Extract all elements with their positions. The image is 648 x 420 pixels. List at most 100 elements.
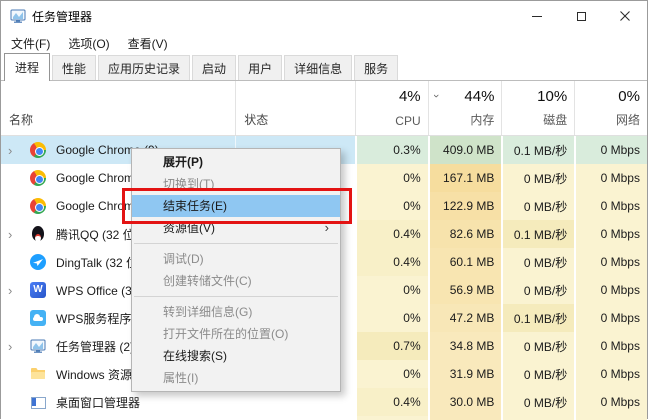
disk-cell: 0.1 MB/秒 [501,220,575,248]
network-cell: 0 Mbps [574,248,647,276]
title-bar: 任务管理器 [1,1,647,31]
menu-item-debug: 调试(D) [163,252,204,266]
task-manager-app-icon [10,9,26,23]
network-cell: 0 Mbps [574,332,647,360]
tab-details[interactable]: 详细信息 [284,55,353,80]
tab-users[interactable]: 用户 [238,55,283,80]
tab-services[interactable]: 服务 [354,55,399,80]
cpu-cell: 0.4% [354,388,428,416]
tab-startup[interactable]: 启动 [192,55,237,80]
close-icon [620,11,630,21]
disk-cell: 0 MB/秒 [501,248,575,276]
memory-cell: 56.9 MB [427,276,502,304]
disk-cell: 0 MB/秒 [501,332,575,360]
process-table: › Google Chrome (9) 0.3% 409.0 MB 0.1 MB… [1,136,647,420]
menu-item-search-online[interactable]: 在线搜索(S) [163,349,227,363]
chrome-icon [30,142,46,158]
task-manager-icon [30,339,46,353]
tab-processes[interactable]: 进程 [4,53,51,81]
menu-item-switch-to: 切换到(T) [163,177,215,191]
process-name: WPS服务程序 [56,311,132,326]
disk-cell: 0 MB/秒 [501,164,575,192]
chrome-icon [30,198,46,214]
disk-cell: 0.1 MB/秒 [501,136,575,164]
sort-chevron-icon: › [429,94,442,98]
process-name: 任务管理器 (2) [56,339,135,354]
column-header-status[interactable]: 状态 [235,81,355,135]
qq-icon [30,226,46,242]
column-header-name[interactable]: 名称 [9,113,34,127]
menu-options[interactable]: 选项(O) [68,36,110,51]
cpu-cell: 0.3% [354,136,428,164]
maximize-button[interactable] [559,1,603,31]
menu-bar: 文件(F) 选项(O) 查看(V) [1,31,647,55]
memory-cell: 31.9 MB [427,360,502,388]
tab-app-history[interactable]: 应用历史记录 [98,55,191,80]
table-row-google-chrome-group[interactable]: › Google Chrome (9) 0.3% 409.0 MB 0.1 MB… [1,136,647,164]
close-button[interactable] [603,1,647,31]
tab-strip: 进程 性能 应用历史记录 启动 用户 详细信息 服务 [1,53,647,81]
network-cell: 0 Mbps [574,192,647,220]
dingtalk-icon [30,254,46,270]
memory-cell: 122.9 MB [427,192,502,220]
cpu-cell: 0.7% [354,332,428,360]
menu-item-create-dump-file: 创建转储文件(C) [163,274,252,288]
table-header: 名称 状态 4% CPU › 44% 内存 10% 磁盘 0% 网络 [1,81,647,136]
table-row-dingtalk[interactable]: DingTalk (32 位) 0.4% 60.1 MB 0 MB/秒 0 Mb… [1,248,647,276]
cpu-cell: 0.4% [354,248,428,276]
network-total-percent: 0% [618,88,640,105]
menu-file[interactable]: 文件(F) [11,36,51,51]
menu-item-expand[interactable]: 展开(P) [163,155,203,169]
chrome-icon [30,170,46,186]
column-header-network[interactable]: 0% 网络 [574,81,647,135]
explorer-icon [30,366,46,382]
menu-item-end-task[interactable]: 结束任务(E) [132,195,340,217]
maximize-icon [576,11,586,21]
cpu-cell: 0% [354,192,428,220]
cpu-label: CPU [395,114,421,128]
expand-chevron-icon[interactable]: › [8,282,13,298]
status-cell [235,388,355,416]
menu-item-resource-values[interactable]: 资源值(V) › [132,217,340,239]
network-label: 网络 [615,113,640,127]
minimize-icon [532,15,542,17]
dwm-icon [30,394,46,410]
expand-chevron-icon[interactable]: › [8,142,13,158]
cpu-cell: 0.4% [354,220,428,248]
process-name: Google Chrome [56,199,141,213]
disk-total-percent: 10% [537,88,568,105]
menu-separator [134,243,338,244]
table-row-windows-explorer[interactable]: Windows 资源管理器 0% 31.9 MB 0 MB/秒 0 Mbps [1,360,647,388]
expand-chevron-icon[interactable]: › [8,338,13,354]
annotation-red-box [122,188,352,224]
network-cell: 0 Mbps [574,360,647,388]
memory-cell: 82.6 MB [427,220,502,248]
column-header-cpu[interactable]: 4% CPU [354,81,428,135]
memory-cell: 167.1 MB [427,164,502,192]
memory-cell: 47.2 MB [427,304,502,332]
network-cell: 0 Mbps [574,276,647,304]
submenu-arrow-icon: › [324,220,329,235]
cpu-cell: 0% [354,360,428,388]
window-title: 任务管理器 [32,9,93,24]
process-name: 桌面窗口管理器 [56,395,141,410]
tab-performance[interactable]: 性能 [52,55,97,80]
disk-label: 磁盘 [543,113,568,127]
disk-cell: 0 MB/秒 [501,360,575,388]
process-name: 腾讯QQ (32 位) [56,227,139,242]
column-header-memory[interactable]: › 44% 内存 [427,81,502,135]
cpu-cell: 0% [354,276,428,304]
disk-cell: 0 MB/秒 [501,276,575,304]
window-controls [515,1,647,31]
memory-cell: 60.1 MB [427,248,502,276]
expand-chevron-icon[interactable]: › [8,226,13,242]
disk-cell: 0.1 MB/秒 [501,304,575,332]
menu-view[interactable]: 查看(V) [127,36,168,51]
minimize-button[interactable] [515,1,559,31]
disk-cell: 0 MB/秒 [501,192,575,220]
table-row-desktop-window-manager[interactable]: 桌面窗口管理器 0.4% 30.0 MB 0 MB/秒 0 Mbps [1,388,647,416]
network-cell: 0 Mbps [574,164,647,192]
cpu-cell: 0% [354,164,428,192]
column-header-disk[interactable]: 10% 磁盘 [501,81,574,135]
